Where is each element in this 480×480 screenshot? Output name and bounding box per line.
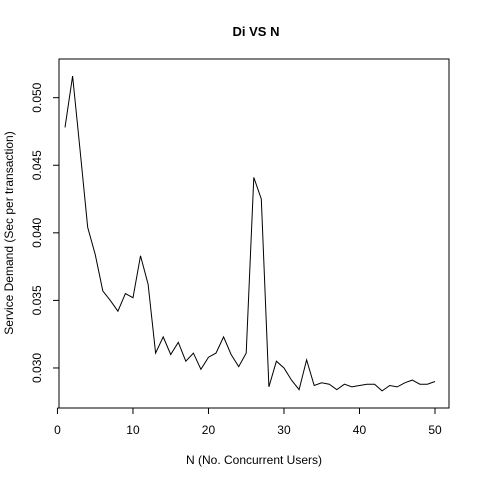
y-tick-label: 0.040 <box>30 217 44 247</box>
y-axis: 0.030 0.035 0.040 0.045 0.050 <box>30 82 60 383</box>
x-tick-label: 30 <box>277 423 291 437</box>
x-axis: 0 10 20 30 40 50 <box>54 407 442 437</box>
plot-frame <box>58 58 450 409</box>
y-axis-label: Service Demand (Sec per transaction) <box>2 131 16 334</box>
chart-title: Di VS N <box>233 24 280 39</box>
y-tick-label: 0.050 <box>30 82 44 112</box>
x-tick-label: 0 <box>54 423 61 437</box>
x-tick-label: 50 <box>428 423 442 437</box>
series-line <box>64 76 436 392</box>
x-tick-label: 40 <box>353 423 367 437</box>
y-tick-label: 0.045 <box>30 150 44 180</box>
y-tick-label: 0.030 <box>30 353 44 383</box>
y-tick-label: 0.035 <box>30 285 44 315</box>
x-tick-label: 10 <box>126 423 140 437</box>
x-tick-label: 20 <box>202 423 216 437</box>
x-axis-label: N (No. Concurrent Users) <box>186 453 322 467</box>
